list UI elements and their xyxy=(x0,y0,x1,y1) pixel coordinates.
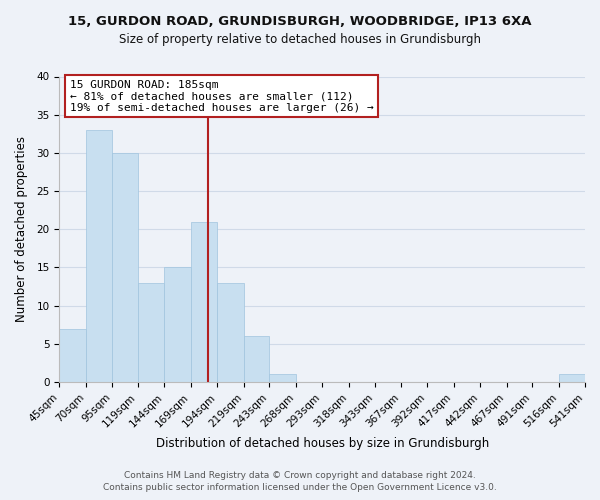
Bar xyxy=(164,268,191,382)
Bar xyxy=(269,374,296,382)
Bar xyxy=(86,130,112,382)
Bar xyxy=(138,283,164,382)
Text: 15 GURDON ROAD: 185sqm
← 81% of detached houses are smaller (112)
19% of semi-de: 15 GURDON ROAD: 185sqm ← 81% of detached… xyxy=(70,80,374,113)
Bar xyxy=(244,336,269,382)
Bar xyxy=(217,283,244,382)
Y-axis label: Number of detached properties: Number of detached properties xyxy=(15,136,28,322)
Bar xyxy=(559,374,585,382)
Bar xyxy=(59,328,86,382)
Text: Size of property relative to detached houses in Grundisburgh: Size of property relative to detached ho… xyxy=(119,32,481,46)
Bar xyxy=(112,153,138,382)
X-axis label: Distribution of detached houses by size in Grundisburgh: Distribution of detached houses by size … xyxy=(155,437,489,450)
Bar xyxy=(191,222,217,382)
Text: 15, GURDON ROAD, GRUNDISBURGH, WOODBRIDGE, IP13 6XA: 15, GURDON ROAD, GRUNDISBURGH, WOODBRIDG… xyxy=(68,15,532,28)
Text: Contains HM Land Registry data © Crown copyright and database right 2024.
Contai: Contains HM Land Registry data © Crown c… xyxy=(103,471,497,492)
